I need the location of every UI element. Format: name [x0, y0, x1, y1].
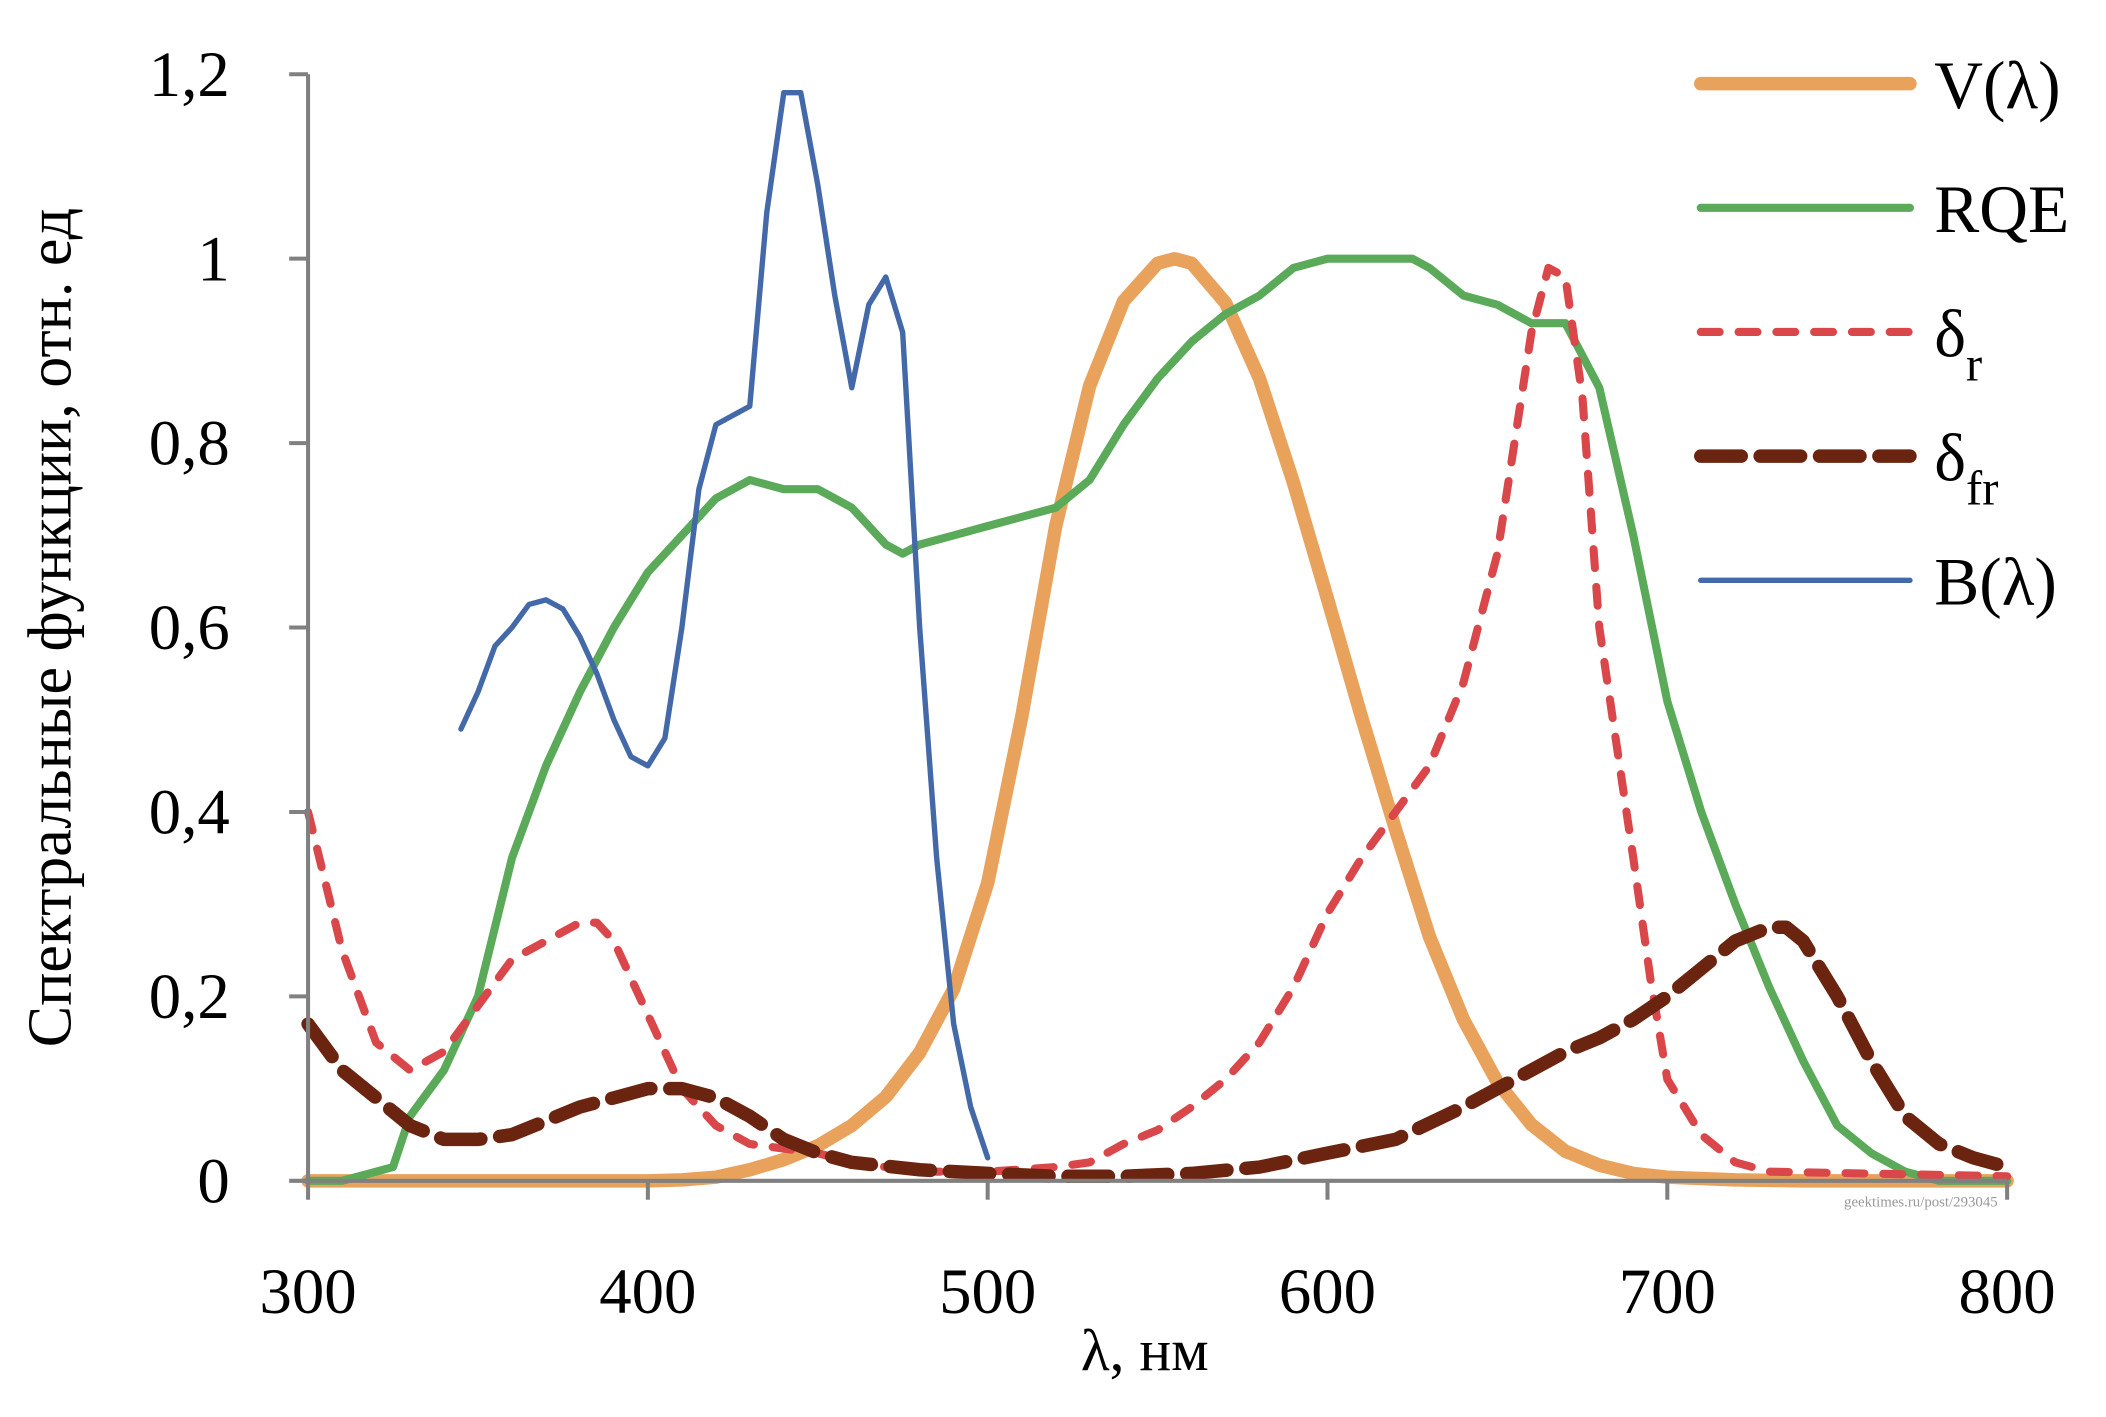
- series-line-5: [458, 90, 991, 1161]
- legend-item: V(λ): [1694, 48, 2061, 123]
- y-tick-label: 0,8: [149, 408, 230, 480]
- legend-label: δfr: [1934, 420, 1998, 515]
- y-tick-label: 0: [197, 1145, 229, 1217]
- y-tick-label: 0,2: [149, 961, 230, 1033]
- series-layer: [301, 90, 2014, 1188]
- legend-label-main: RQE: [1934, 172, 2069, 247]
- y-axis-label: Спектральные функции, отн. ед: [17, 208, 85, 1047]
- series-line-4: [301, 920, 2014, 1183]
- legend-item: RQE: [1696, 172, 2069, 247]
- x-tick-label: 500: [939, 1256, 1036, 1328]
- series-line-3: [304, 263, 2012, 1181]
- watermark: geektimes.ru/post/293045: [1844, 1194, 1998, 1210]
- y-tick-label: 0,6: [149, 592, 230, 664]
- legend-label-sub: r: [1966, 338, 1982, 392]
- ticks: 300 400 500 600 700 800 0 0,2 0,4 0,6 0,8 1 1,2: [149, 39, 2056, 1328]
- legend-label-main: δ: [1934, 296, 1966, 371]
- legend-label: V(λ): [1934, 48, 2060, 123]
- legend-item: δr: [1696, 296, 1982, 392]
- legend-label: RQE: [1934, 172, 2069, 247]
- legend-label-main: δ: [1934, 420, 1966, 495]
- legend-label: B(λ): [1934, 545, 2057, 620]
- x-tick-label: 800: [1959, 1256, 2056, 1328]
- y-tick-label: 1,2: [149, 39, 230, 111]
- x-tick-label: 600: [1279, 1256, 1376, 1328]
- legend-item: B(λ): [1698, 545, 2057, 620]
- y-tick-label: 1: [197, 223, 229, 295]
- legend-label-main: V(λ): [1934, 48, 2060, 123]
- legend-label-sub: fr: [1966, 462, 1998, 516]
- x-axis-label: λ, нм: [1081, 1317, 1209, 1383]
- axes: [306, 74, 2008, 1183]
- x-tick-label: 300: [259, 1256, 356, 1328]
- series-line-2: [304, 254, 2012, 1185]
- x-tick-label: 400: [599, 1256, 696, 1328]
- x-tick-label: 700: [1619, 1256, 1716, 1328]
- legend-label-main: B(λ): [1934, 545, 2057, 620]
- legend-label: δr: [1934, 296, 1982, 391]
- legend-item: δfr: [1694, 420, 1998, 516]
- y-tick-label: 0,4: [149, 777, 230, 849]
